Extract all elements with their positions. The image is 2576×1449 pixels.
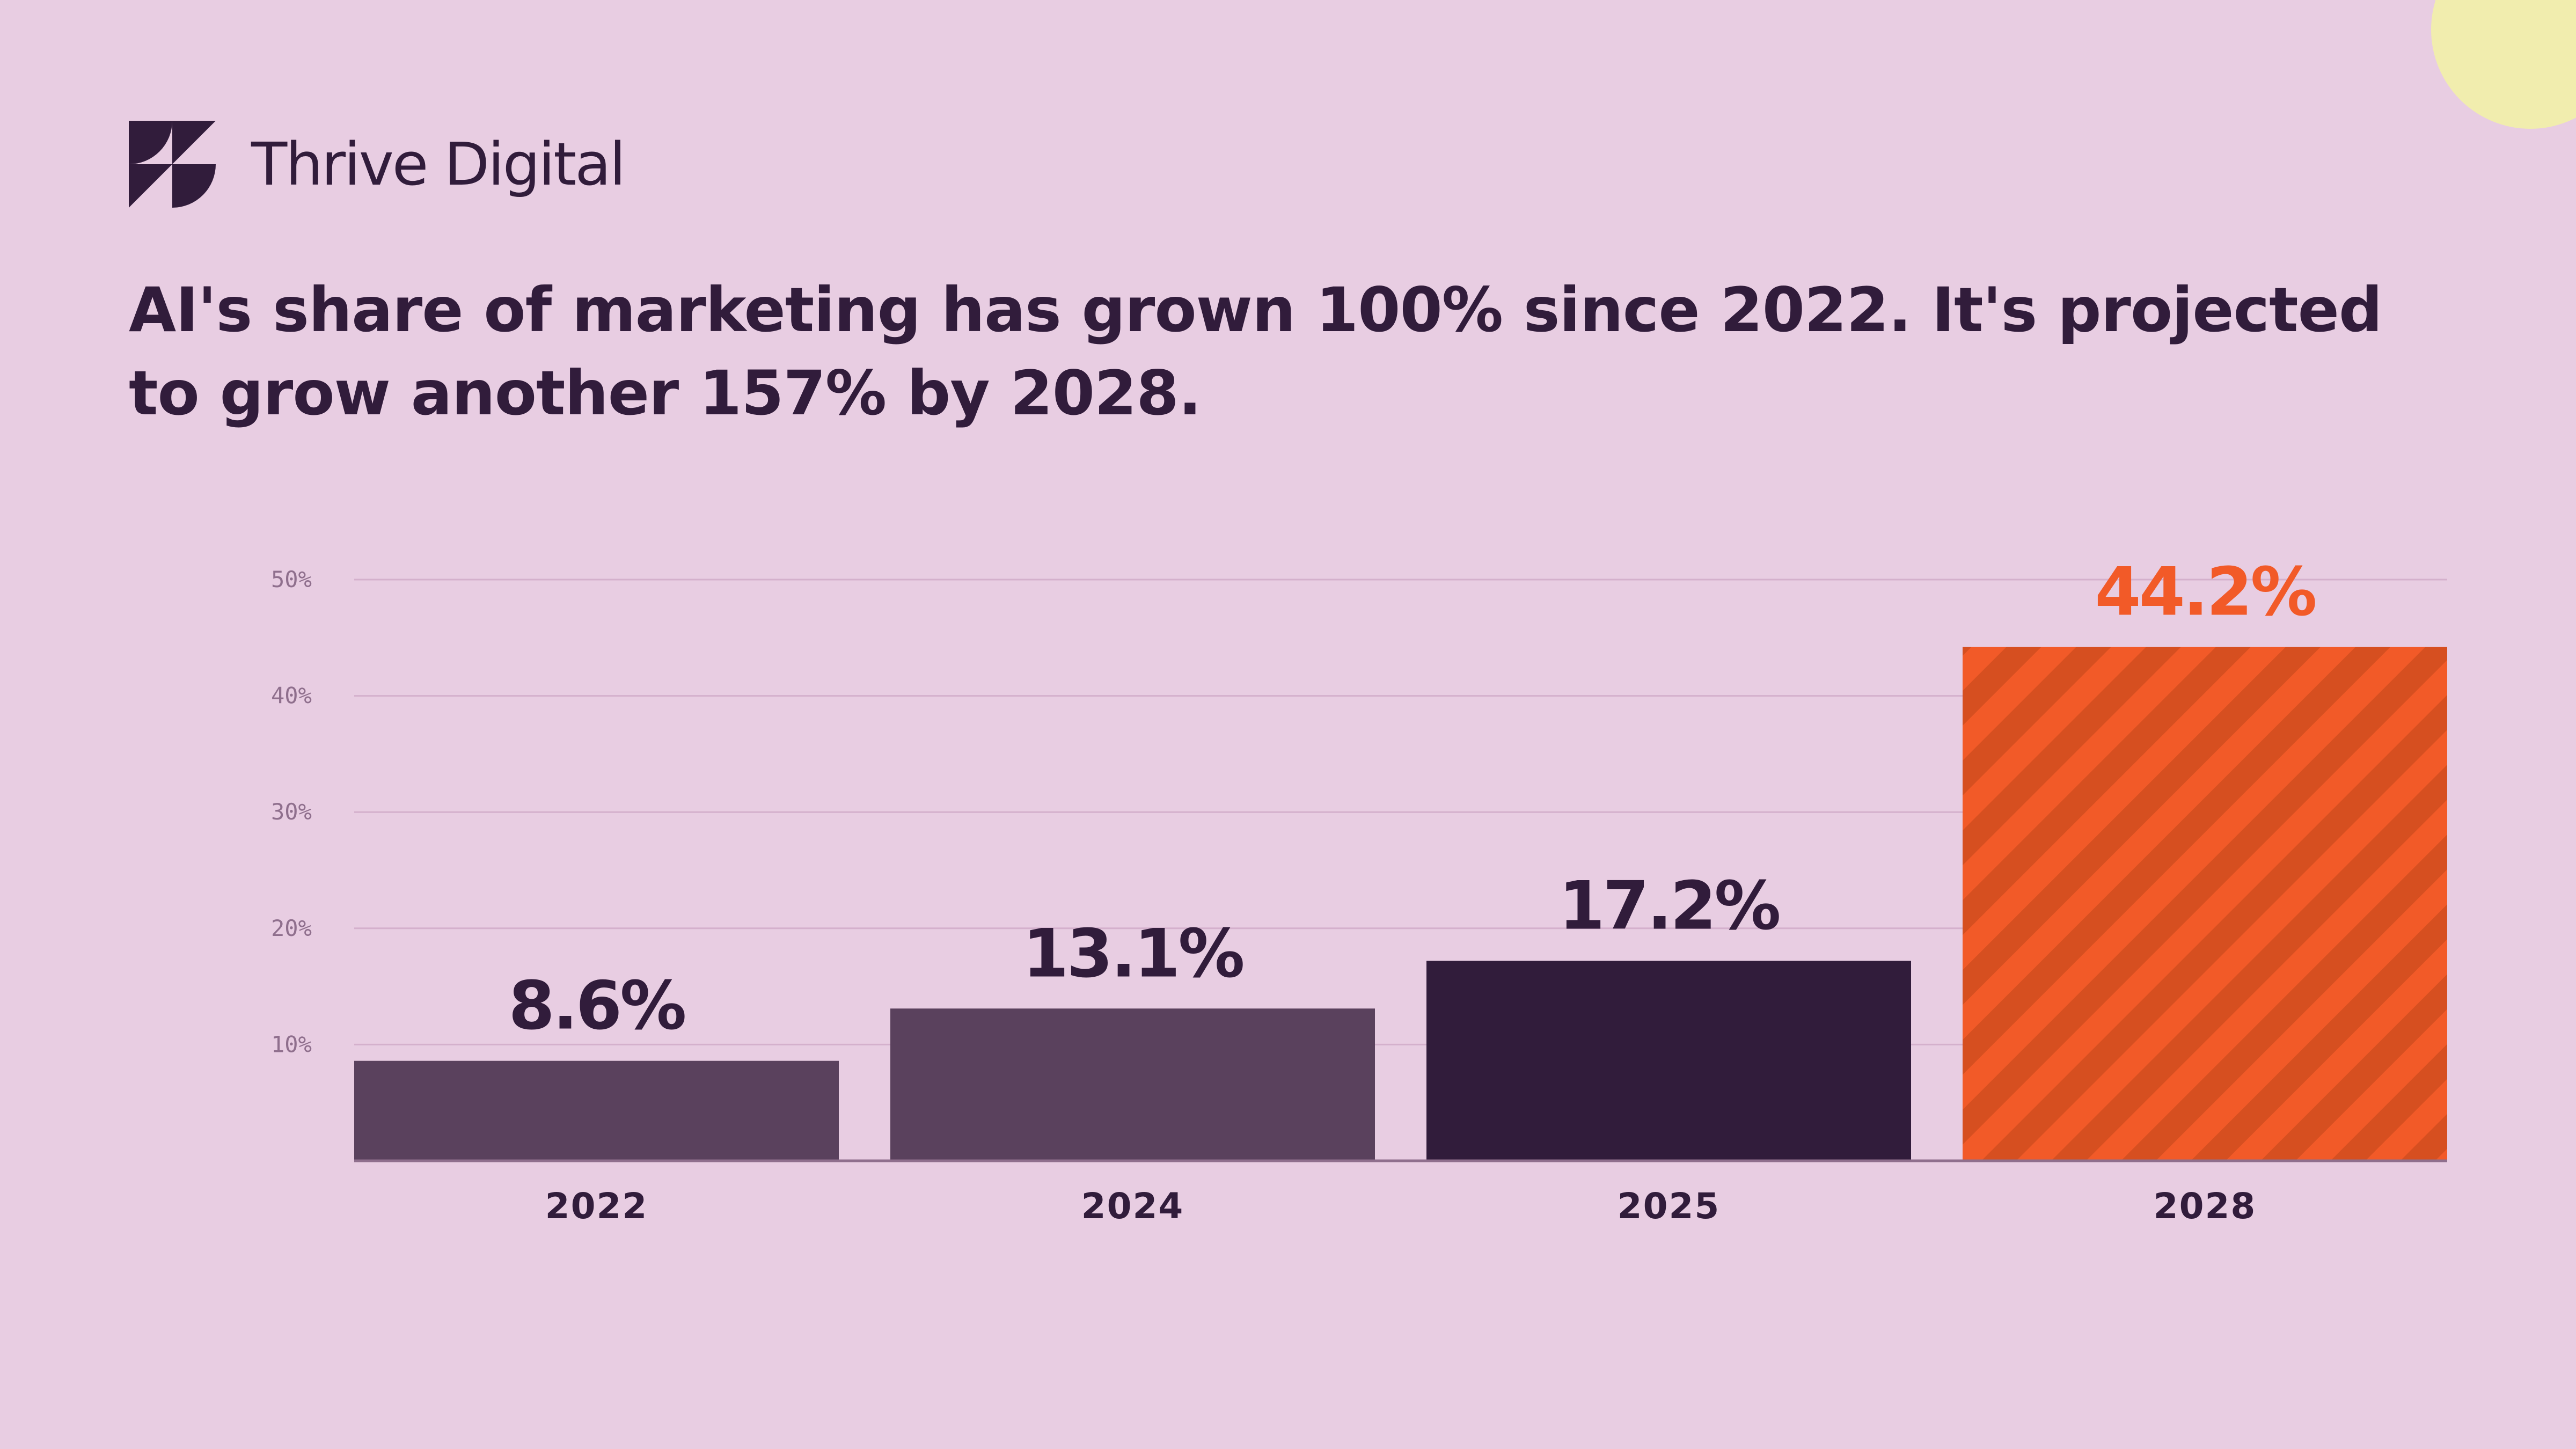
x-category-label: 2024 [1081, 1185, 1184, 1227]
brand-header: Thrive Digital [129, 121, 626, 208]
bar-2022 [354, 1060, 839, 1161]
bar-2024 [890, 1008, 1375, 1161]
brand-name: Thrive Digital [251, 130, 626, 199]
labels: 10% 20% 30% 40% 50% 8.6% 2022 13.1% 2024 17.2% 202… [271, 554, 2317, 1227]
y-tick-label: 40% [271, 683, 312, 709]
value-label: 17.2% [1558, 867, 1779, 945]
y-tick-label: 20% [271, 915, 312, 941]
x-category-label: 2025 [1618, 1185, 1721, 1227]
thrive-digital-logo-icon [129, 121, 216, 208]
bar-2025 [1426, 961, 1911, 1161]
x-category-label: 2022 [545, 1185, 648, 1227]
y-tick-label: 50% [271, 566, 312, 592]
y-tick-label: 10% [271, 1031, 312, 1057]
bar-2028 [1963, 647, 2447, 1161]
value-label: 13.1% [1022, 915, 1243, 992]
x-category-label: 2028 [2154, 1185, 2257, 1227]
chart-headline: AI's share of marketing has grown 100% s… [129, 274, 2383, 429]
value-label: 8.6% [509, 968, 685, 1045]
value-label: 44.2% [2095, 554, 2315, 631]
y-tick-label: 30% [271, 799, 312, 825]
bars [354, 647, 2447, 1162]
